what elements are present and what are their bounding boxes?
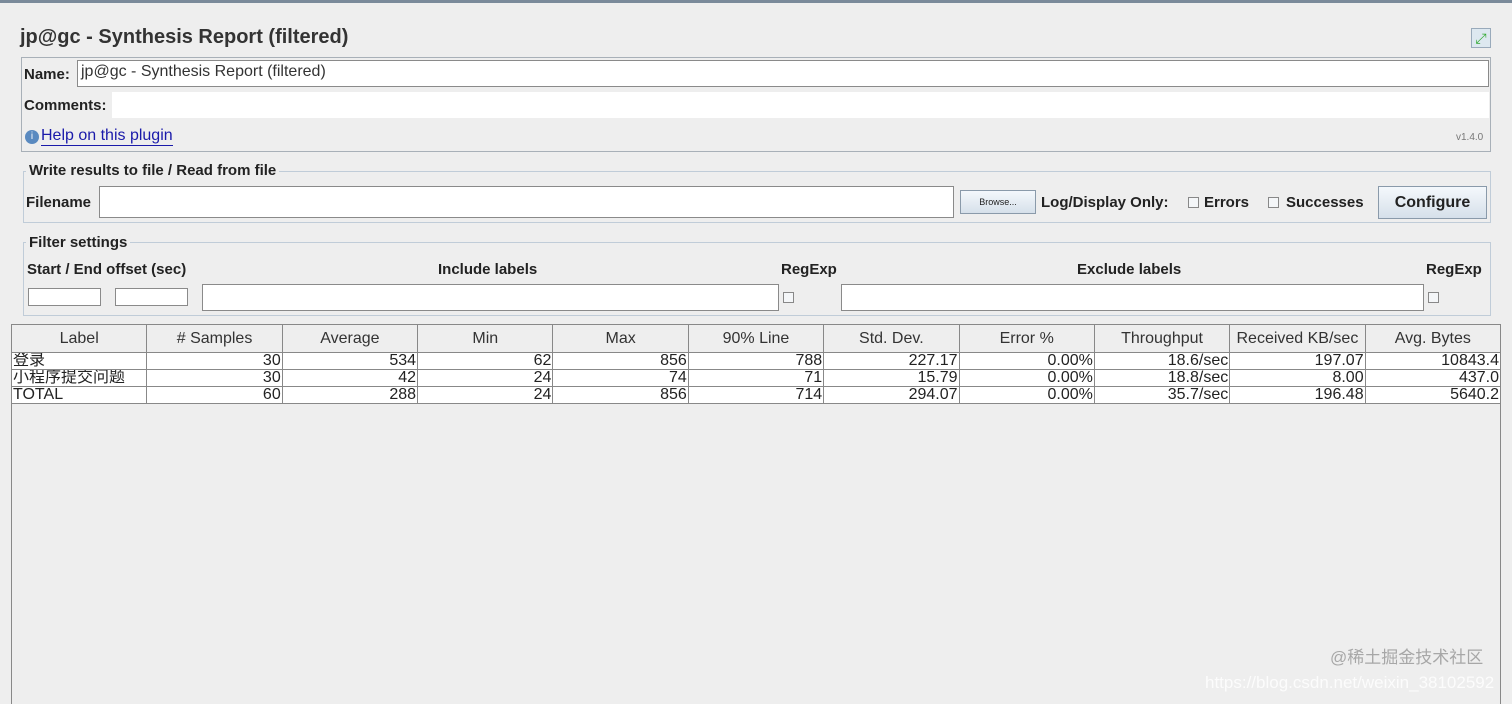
table-row[interactable]: 小程序提交问题 30 42 24 74 71 15.79 0.00% 18.8/sec 8.00 4…: [10, 369, 1502, 387]
table-row[interactable]: TOTAL 60 288 24 856 714 294.07 0.00% 35.7/sec 196…: [10, 386, 1502, 404]
filter-group-title: Filter settings: [26, 234, 131, 251]
successes-label: Successes: [1286, 194, 1364, 211]
table-cell: 登录: [10, 352, 148, 370]
table-cell: 35.7/sec: [1093, 386, 1231, 404]
filename-input[interactable]: [99, 186, 954, 218]
exclude-regexp-checkbox[interactable]: [1428, 292, 1439, 303]
comments-input[interactable]: [112, 92, 1489, 118]
table-cell: 788: [687, 352, 825, 370]
column-header[interactable]: Average: [281, 324, 419, 353]
column-header[interactable]: Min: [417, 324, 554, 353]
column-header[interactable]: Label: [10, 324, 148, 353]
log-display-label: Log/Display Only:: [1041, 194, 1169, 211]
configure-button-label: Configure: [1394, 193, 1471, 211]
include-labels-label: Include labels: [438, 261, 538, 278]
table-cell: 856: [552, 352, 689, 370]
table-cell: 24: [417, 386, 554, 404]
regexp-exclude-label: RegExp: [1426, 261, 1482, 278]
table-cell: 74: [552, 369, 689, 387]
name-label: Name:: [24, 66, 70, 83]
table-cell: 18.6/sec: [1093, 352, 1231, 370]
info-icon: i: [25, 130, 39, 144]
start-offset-input[interactable]: [28, 288, 101, 306]
table-cell: 小程序提交问题: [10, 369, 148, 387]
table-cell: 42: [281, 369, 419, 387]
table-cell: 856: [552, 386, 689, 404]
browse-button-label: Browse...: [979, 197, 1017, 207]
window-top-border: [0, 0, 1512, 3]
table-cell: 534: [281, 352, 419, 370]
column-header[interactable]: Error %: [958, 324, 1095, 353]
column-header[interactable]: Std. Dev.: [823, 324, 960, 353]
table-cell: 288: [281, 386, 419, 404]
watermark-line2: https://blog.csdn.net/weixin_38102592: [1205, 673, 1495, 692]
page-title: jp@gc - Synthesis Report (filtered): [20, 26, 349, 48]
file-group-title: Write results to file / Read from file: [26, 162, 280, 179]
table-cell: 0.00%: [958, 386, 1095, 404]
table-cell: 227.17: [823, 352, 960, 370]
name-input[interactable]: jp@gc - Synthesis Report (filtered): [77, 60, 1489, 87]
table-cell: 71: [687, 369, 825, 387]
successes-checkbox[interactable]: [1268, 197, 1279, 208]
column-header[interactable]: 90% Line: [687, 324, 825, 353]
file-group: [23, 171, 1491, 223]
include-regexp-checkbox[interactable]: [783, 292, 794, 303]
browse-button[interactable]: Browse...: [960, 190, 1036, 214]
table-cell: 5640.2: [1364, 386, 1502, 404]
table-cell: 24: [417, 369, 554, 387]
version-label: v1.4.0: [1456, 132, 1484, 143]
errors-checkbox[interactable]: [1188, 197, 1199, 208]
table-cell: 197.07: [1229, 352, 1366, 370]
table-cell: 62: [417, 352, 554, 370]
table-cell: 437.0: [1364, 369, 1502, 387]
table-cell: 15.79: [823, 369, 960, 387]
table-row[interactable]: 登录 30 534 62 856 788 227.17 0.00% 18.6/sec 197.07…: [10, 352, 1502, 370]
errors-label: Errors: [1204, 194, 1250, 211]
help-link[interactable]: Help on this plugin: [41, 127, 173, 146]
column-header[interactable]: Avg. Bytes: [1364, 324, 1502, 353]
name-comments-panel: [21, 57, 1491, 152]
configure-button[interactable]: Configure: [1378, 186, 1487, 219]
end-offset-input[interactable]: [115, 288, 188, 306]
filename-label: Filename: [26, 194, 92, 211]
column-header[interactable]: Throughput: [1093, 324, 1231, 353]
watermark-line1: @稀土掘金技术社区: [1330, 648, 1484, 667]
table-cell: 30: [146, 352, 283, 370]
table-cell: 0.00%: [958, 369, 1095, 387]
results-table-area: Label # Samples Average Min Max 90% Line Std. …: [10, 324, 1502, 704]
table-cell: 18.8/sec: [1093, 369, 1231, 387]
table-cell: 0.00%: [958, 352, 1095, 370]
table-cell: 294.07: [823, 386, 960, 404]
results-table: Label # Samples Average Min Max 90% Line Std. …: [10, 324, 1502, 404]
exclude-labels-label: Exclude labels: [1077, 261, 1182, 278]
table-cell: 30: [146, 369, 283, 387]
column-header[interactable]: Received KB/sec: [1229, 324, 1366, 353]
regexp-include-label: RegExp: [781, 261, 837, 278]
table-cell: 8.00: [1229, 369, 1366, 387]
comments-label: Comments:: [24, 97, 107, 114]
table-cell: 196.48: [1229, 386, 1366, 404]
exclude-labels-input[interactable]: [841, 284, 1424, 311]
filter-group: [23, 242, 1491, 316]
table-cell: 10843.4: [1364, 352, 1502, 370]
column-header[interactable]: Max: [552, 324, 689, 353]
column-header[interactable]: # Samples: [146, 324, 283, 353]
table-cell: 714: [687, 386, 825, 404]
table-cell: TOTAL: [10, 386, 148, 404]
table-cell: 60: [146, 386, 283, 404]
offset-label: Start / End offset (sec): [27, 261, 187, 278]
expand-icon[interactable]: ⤢: [1471, 28, 1491, 48]
include-labels-input[interactable]: [202, 284, 779, 311]
